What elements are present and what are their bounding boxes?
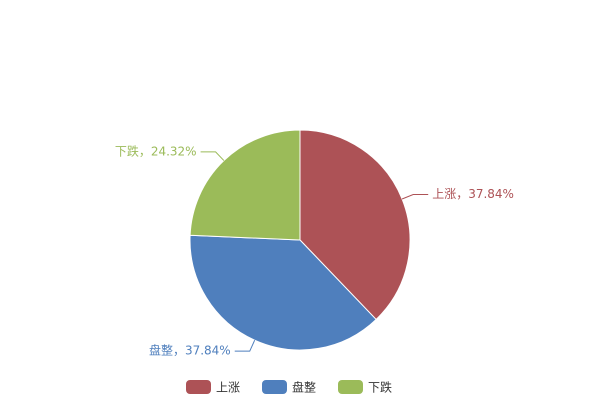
leader-line [234, 340, 256, 352]
legend-label[interactable]: 盘整 [292, 380, 316, 395]
data-label: 下跌，24.32% [115, 143, 197, 158]
legend-swatch[interactable] [262, 380, 287, 394]
legend-swatch[interactable] [338, 380, 363, 394]
pie-slice [189, 129, 301, 241]
leader-line [200, 151, 225, 161]
leader-line [401, 194, 429, 200]
legend-swatch[interactable] [186, 380, 211, 394]
data-label: 盘整，37.84% [149, 343, 231, 358]
legend-label[interactable]: 上涨 [216, 380, 240, 395]
data-label: 上涨，37.84% [432, 186, 514, 201]
legend-label[interactable]: 下跌 [368, 380, 392, 395]
